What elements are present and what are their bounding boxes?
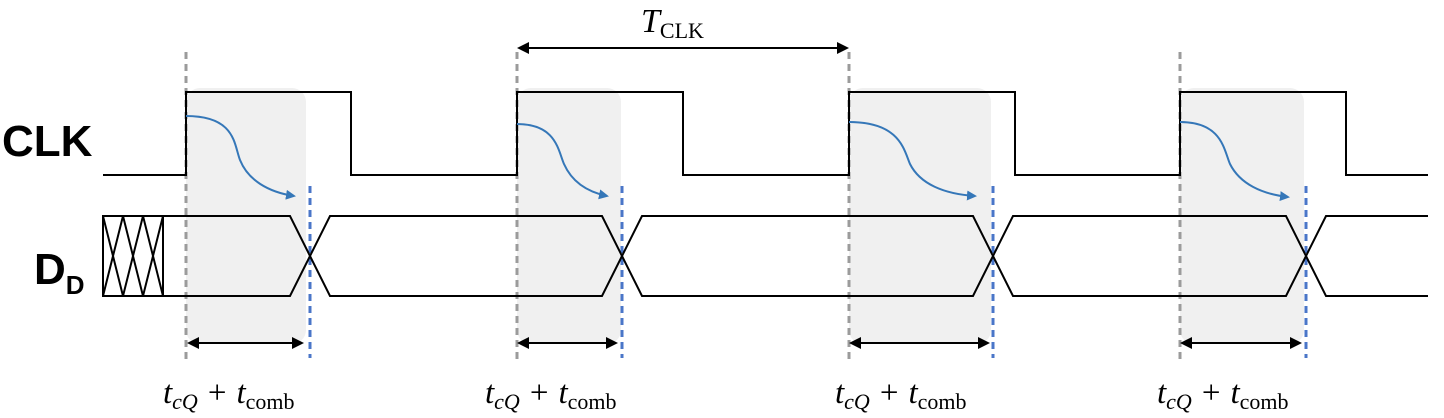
data-upper-rail <box>163 215 1428 259</box>
data-unknown-region <box>102 215 164 297</box>
data-unknown-crosshatch <box>102 215 164 297</box>
period-label: TCLK <box>641 3 704 43</box>
delay-label: tcQ + tcomb <box>835 375 967 414</box>
data-label: DD <box>34 245 85 300</box>
propagation-arrow <box>1179 121 1290 202</box>
period-subscript: CLK <box>660 18 704 43</box>
data-label-main: D <box>34 245 66 294</box>
propagation-arrow <box>185 115 296 200</box>
delay-label: tcQ + tcomb <box>485 375 617 414</box>
data-label-subscript: D <box>66 270 85 300</box>
delay-label: tcQ + tcomb <box>1157 375 1289 414</box>
propagation-arrow <box>516 123 609 200</box>
period-symbol: T <box>641 3 662 40</box>
data-lower-rail <box>163 253 1428 297</box>
clk-waveform <box>103 91 1428 176</box>
clk-label: CLK <box>2 117 93 166</box>
data-waveform <box>102 215 1428 297</box>
propagation-arrow <box>848 121 977 201</box>
delay-label: tcQ + tcomb <box>163 375 295 414</box>
